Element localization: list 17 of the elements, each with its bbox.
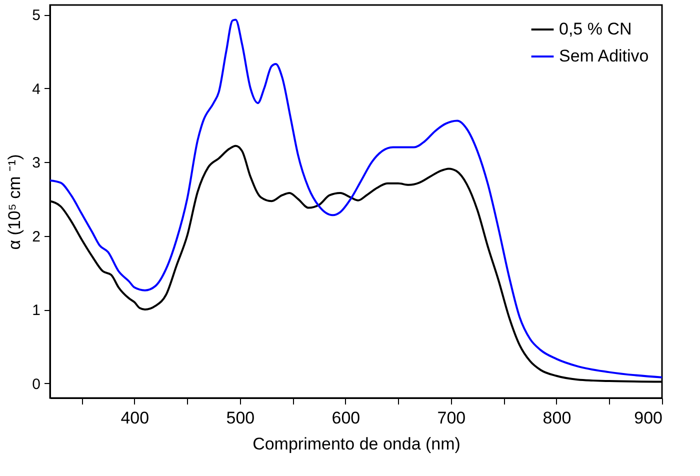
y-axis-title: α (10⁵ cm ⁻¹) [5, 154, 24, 250]
x-tick-label: 800 [542, 408, 572, 428]
y-tick-label: 0 [32, 376, 40, 393]
x-tick-label: 600 [332, 408, 360, 428]
legend-label: 0,5 % CN [559, 20, 632, 38]
y-tick-label: 3 [32, 154, 40, 172]
x-tick-label: 500 [226, 408, 255, 428]
y-tick-label: 1 [32, 302, 40, 320]
y-tick-label: 5 [32, 7, 40, 24]
x-tick-label: 700 [437, 408, 466, 428]
line-series [50, 18, 662, 378]
y-tick-label: 2 [32, 228, 40, 246]
x-tick-label: 400 [120, 408, 150, 428]
x-tick-label: 900 [634, 408, 662, 428]
y-tick-label: 4 [32, 80, 40, 98]
legend-label: Sem Aditivo [559, 46, 649, 66]
x-axis-title: Comprimento de onda (nm) [252, 434, 460, 454]
